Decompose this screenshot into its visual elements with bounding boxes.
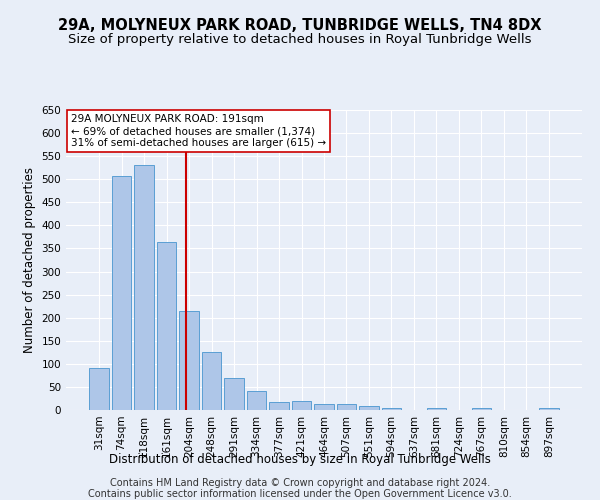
Bar bbox=[134, 166, 154, 410]
Text: Contains public sector information licensed under the Open Government Licence v3: Contains public sector information licen… bbox=[88, 489, 512, 499]
Bar bbox=[202, 352, 221, 410]
Bar bbox=[157, 242, 176, 410]
Text: 29A MOLYNEUX PARK ROAD: 191sqm
← 69% of detached houses are smaller (1,374)
31% : 29A MOLYNEUX PARK ROAD: 191sqm ← 69% of … bbox=[71, 114, 326, 148]
Bar bbox=[292, 401, 311, 410]
Bar bbox=[539, 408, 559, 410]
Bar bbox=[179, 311, 199, 410]
Bar bbox=[382, 408, 401, 410]
Text: Size of property relative to detached houses in Royal Tunbridge Wells: Size of property relative to detached ho… bbox=[68, 32, 532, 46]
Bar bbox=[337, 404, 356, 410]
Bar bbox=[89, 368, 109, 410]
Text: Distribution of detached houses by size in Royal Tunbridge Wells: Distribution of detached houses by size … bbox=[109, 452, 491, 466]
Text: Contains HM Land Registry data © Crown copyright and database right 2024.: Contains HM Land Registry data © Crown c… bbox=[110, 478, 490, 488]
Bar bbox=[247, 390, 266, 410]
Text: 29A, MOLYNEUX PARK ROAD, TUNBRIDGE WELLS, TN4 8DX: 29A, MOLYNEUX PARK ROAD, TUNBRIDGE WELLS… bbox=[58, 18, 542, 32]
Y-axis label: Number of detached properties: Number of detached properties bbox=[23, 167, 36, 353]
Bar bbox=[359, 406, 379, 410]
Bar bbox=[314, 404, 334, 410]
Bar bbox=[472, 408, 491, 410]
Bar bbox=[112, 176, 131, 410]
Bar bbox=[224, 378, 244, 410]
Bar bbox=[427, 408, 446, 410]
Bar bbox=[269, 402, 289, 410]
